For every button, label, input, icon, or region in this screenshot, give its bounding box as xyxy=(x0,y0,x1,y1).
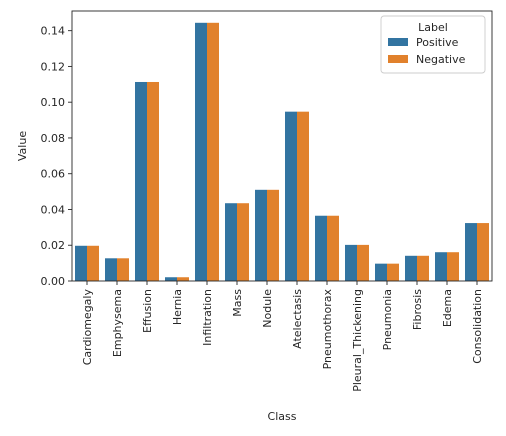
bar-negative-pneumothorax xyxy=(327,215,339,281)
bar-negative-consolidation xyxy=(477,223,489,281)
x-tick-label: Cardiomegaly xyxy=(81,289,94,366)
x-tick-label: Hernia xyxy=(171,289,184,325)
bar-positive-mass xyxy=(225,203,237,281)
x-tick-label: Fibrosis xyxy=(411,289,424,330)
bar-positive-hernia xyxy=(165,277,177,281)
y-tick-label: 0.04 xyxy=(41,203,66,216)
bar-negative-hernia xyxy=(177,277,189,281)
y-tick-label: 0.10 xyxy=(41,96,66,109)
x-tick-label: Emphysema xyxy=(111,289,124,357)
bar-negative-pneumonia xyxy=(387,263,399,281)
x-tick-label: Nodule xyxy=(261,289,274,328)
legend-swatch-positive xyxy=(388,38,408,46)
y-axis: 0.00 0.02 0.04 0.06 0.08 0.10 0.12 0.14 xyxy=(41,25,72,288)
bar-positive-atelectasis xyxy=(285,111,297,281)
bar-positive-cardiomegaly xyxy=(75,245,87,281)
bar-positive-fibrosis xyxy=(405,255,417,281)
y-axis-label: Value xyxy=(16,131,29,161)
y-tick-label: 0.06 xyxy=(41,168,66,181)
bar-negative-cardiomegaly xyxy=(87,245,99,281)
x-tick-label: Mass xyxy=(231,289,244,317)
bar-negative-atelectasis xyxy=(297,111,309,281)
bar-positive-consolidation xyxy=(465,223,477,281)
bar-positive-pneumothorax xyxy=(315,215,327,281)
bar-negative-edema xyxy=(447,252,459,281)
x-tick-label: Pneumonia xyxy=(381,289,394,350)
bar-positive-effusion xyxy=(135,81,147,281)
bar-positive-emphysema xyxy=(105,258,117,281)
bar-negative-effusion xyxy=(147,81,159,281)
bar-negative-infiltration xyxy=(207,22,219,281)
y-tick-label: 0.08 xyxy=(41,132,66,145)
x-tick-label: Effusion xyxy=(141,289,154,333)
y-tick-label: 0.02 xyxy=(41,239,66,252)
x-tick-label: Edema xyxy=(441,289,454,327)
bar-positive-nodule xyxy=(255,189,267,281)
x-axis: Cardiomegaly Emphysema Effusion Hernia Infil… xyxy=(81,281,484,392)
legend-title: Label xyxy=(418,21,448,34)
bar-negative-fibrosis xyxy=(417,255,429,281)
bars-group xyxy=(75,22,489,281)
bar-negative-pleural-thickening xyxy=(357,244,369,281)
x-tick-label: Pleural_Thickening xyxy=(351,289,364,392)
bar-negative-nodule xyxy=(267,189,279,281)
bar-negative-emphysema xyxy=(117,258,129,281)
x-tick-label: Pneumothorax xyxy=(321,289,334,370)
x-axis-label: Class xyxy=(268,410,297,423)
bar-positive-infiltration xyxy=(195,22,207,281)
x-tick-label: Atelectasis xyxy=(291,289,304,349)
y-tick-label: 0.00 xyxy=(41,275,66,288)
bar-positive-edema xyxy=(435,252,447,281)
y-tick-label: 0.12 xyxy=(41,60,66,73)
legend-swatch-negative xyxy=(388,55,408,63)
bar-negative-mass xyxy=(237,203,249,281)
legend: Label Positive Negative xyxy=(380,15,486,74)
legend-label-positive: Positive xyxy=(416,36,459,49)
legend-label-negative: Negative xyxy=(416,53,466,66)
x-tick-label: Infiltration xyxy=(201,289,214,346)
x-tick-label: Consolidation xyxy=(471,289,484,364)
bar-positive-pneumonia xyxy=(375,263,387,281)
plot-frame xyxy=(71,10,493,282)
y-tick-label: 0.14 xyxy=(41,25,66,38)
bar-positive-pleural-thickening xyxy=(345,244,357,281)
